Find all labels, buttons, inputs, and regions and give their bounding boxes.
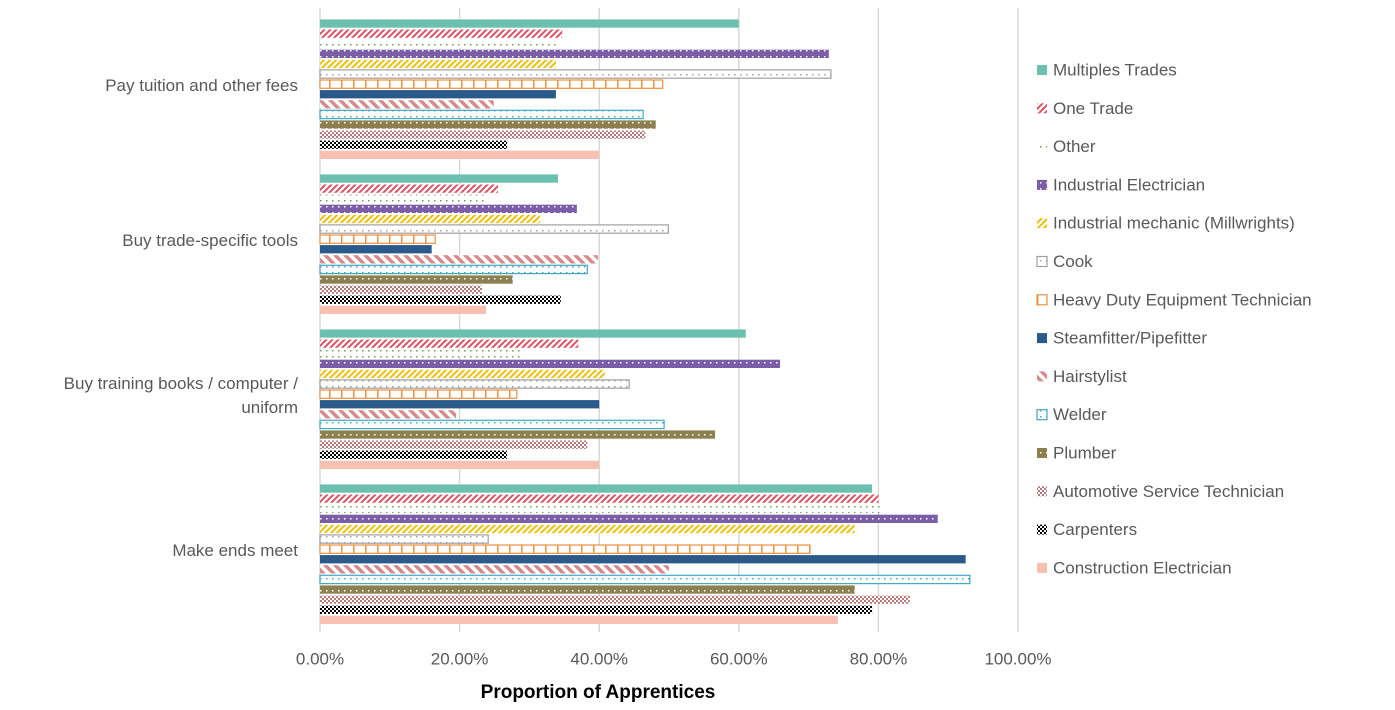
bar	[320, 410, 457, 419]
y-tick-label: Make ends meet	[172, 540, 298, 560]
legend-label: Industrial mechanic (Millwrights)	[1053, 214, 1295, 233]
y-tick-label: Buy trade-specific tools	[122, 230, 298, 250]
legend-marker	[1037, 103, 1047, 114]
legend-marker	[1036, 255, 1048, 268]
bar	[320, 504, 880, 513]
bar	[320, 19, 739, 28]
bar	[319, 109, 644, 120]
bar	[320, 605, 873, 614]
bar	[320, 255, 598, 264]
bar	[320, 150, 600, 159]
bar	[320, 400, 600, 409]
bar	[319, 79, 664, 89]
bar	[320, 90, 556, 99]
y-tick-label: Pay tuition and other fees	[105, 75, 298, 95]
x-tick-label: 0.00%	[296, 649, 344, 668]
bar	[320, 59, 556, 69]
bar	[320, 565, 669, 574]
bar	[320, 430, 716, 439]
legend-label: One Trade	[1053, 99, 1133, 118]
legend-label: Industrial Electrician	[1053, 175, 1205, 194]
legend-marker	[1036, 409, 1048, 421]
bar	[319, 544, 811, 554]
x-tick-label: 20.00%	[431, 649, 489, 668]
x-tick-label: 80.00%	[850, 649, 908, 668]
bar	[320, 184, 498, 193]
legend-marker	[1037, 141, 1047, 152]
bar	[320, 615, 838, 624]
bar	[320, 100, 494, 109]
bar	[319, 389, 518, 399]
bar	[320, 494, 879, 503]
bar	[320, 349, 524, 358]
legend-label: Multiples Trades	[1053, 60, 1177, 79]
bar	[319, 224, 669, 234]
legend-label: Heavy Duty Equipment Technician	[1053, 290, 1312, 309]
bar	[320, 585, 855, 594]
bar	[320, 524, 855, 534]
bar	[320, 359, 780, 368]
legend-marker	[1037, 65, 1047, 75]
x-tick-label: 100.00%	[984, 649, 1051, 668]
legend-marker	[1037, 486, 1047, 497]
bar	[320, 329, 746, 338]
bar	[320, 295, 561, 304]
bar	[319, 379, 630, 389]
legend-marker	[1036, 294, 1048, 306]
bar	[320, 450, 508, 459]
bar	[320, 49, 829, 58]
bar	[320, 120, 656, 129]
legend-marker	[1037, 524, 1047, 535]
bar	[320, 460, 600, 469]
bar	[320, 130, 646, 139]
bar	[319, 574, 971, 585]
x-tick-label: 60.00%	[710, 649, 768, 668]
bar	[320, 440, 588, 449]
legend-marker	[1037, 179, 1047, 190]
x-axis-title: Proportion of Apprentices	[481, 682, 716, 703]
legend-label: Steamfitter/Pipefitter	[1053, 329, 1207, 348]
bar	[320, 369, 605, 379]
bar	[320, 39, 559, 48]
legend-marker	[1037, 333, 1047, 344]
bar	[320, 484, 873, 493]
bar	[320, 204, 577, 213]
legend-marker	[1037, 448, 1047, 458]
bar	[319, 69, 832, 79]
bar	[320, 285, 482, 294]
legend-label: Automotive Service Technician	[1053, 482, 1284, 501]
bar	[320, 275, 513, 284]
bar	[320, 595, 910, 604]
legend-label: Hairstylist	[1053, 367, 1127, 386]
bar	[320, 214, 540, 224]
bar	[319, 419, 665, 430]
x-tick-label: 40.00%	[570, 649, 628, 668]
legend-marker	[1037, 371, 1047, 382]
legend-label: Welder	[1053, 405, 1107, 424]
bar	[320, 194, 487, 203]
legend-label: Construction Electrician	[1053, 558, 1232, 577]
bar	[320, 339, 579, 348]
bar	[319, 264, 588, 275]
bar	[319, 234, 436, 244]
legend-marker	[1037, 218, 1047, 229]
legend-label: Carpenters	[1053, 520, 1137, 539]
bar	[320, 245, 432, 254]
bar	[320, 174, 559, 183]
bar	[320, 140, 508, 149]
bar	[320, 29, 563, 38]
legend-label: Other	[1053, 137, 1096, 156]
legend-marker	[1037, 562, 1047, 573]
bar	[320, 555, 966, 564]
bar	[320, 514, 938, 523]
legend-label: Plumber	[1053, 443, 1117, 462]
legend-label: Cook	[1053, 252, 1093, 271]
bar	[320, 305, 487, 314]
bar	[319, 534, 489, 544]
y-tick-label: Buy training books / computer / uniform	[63, 373, 298, 417]
